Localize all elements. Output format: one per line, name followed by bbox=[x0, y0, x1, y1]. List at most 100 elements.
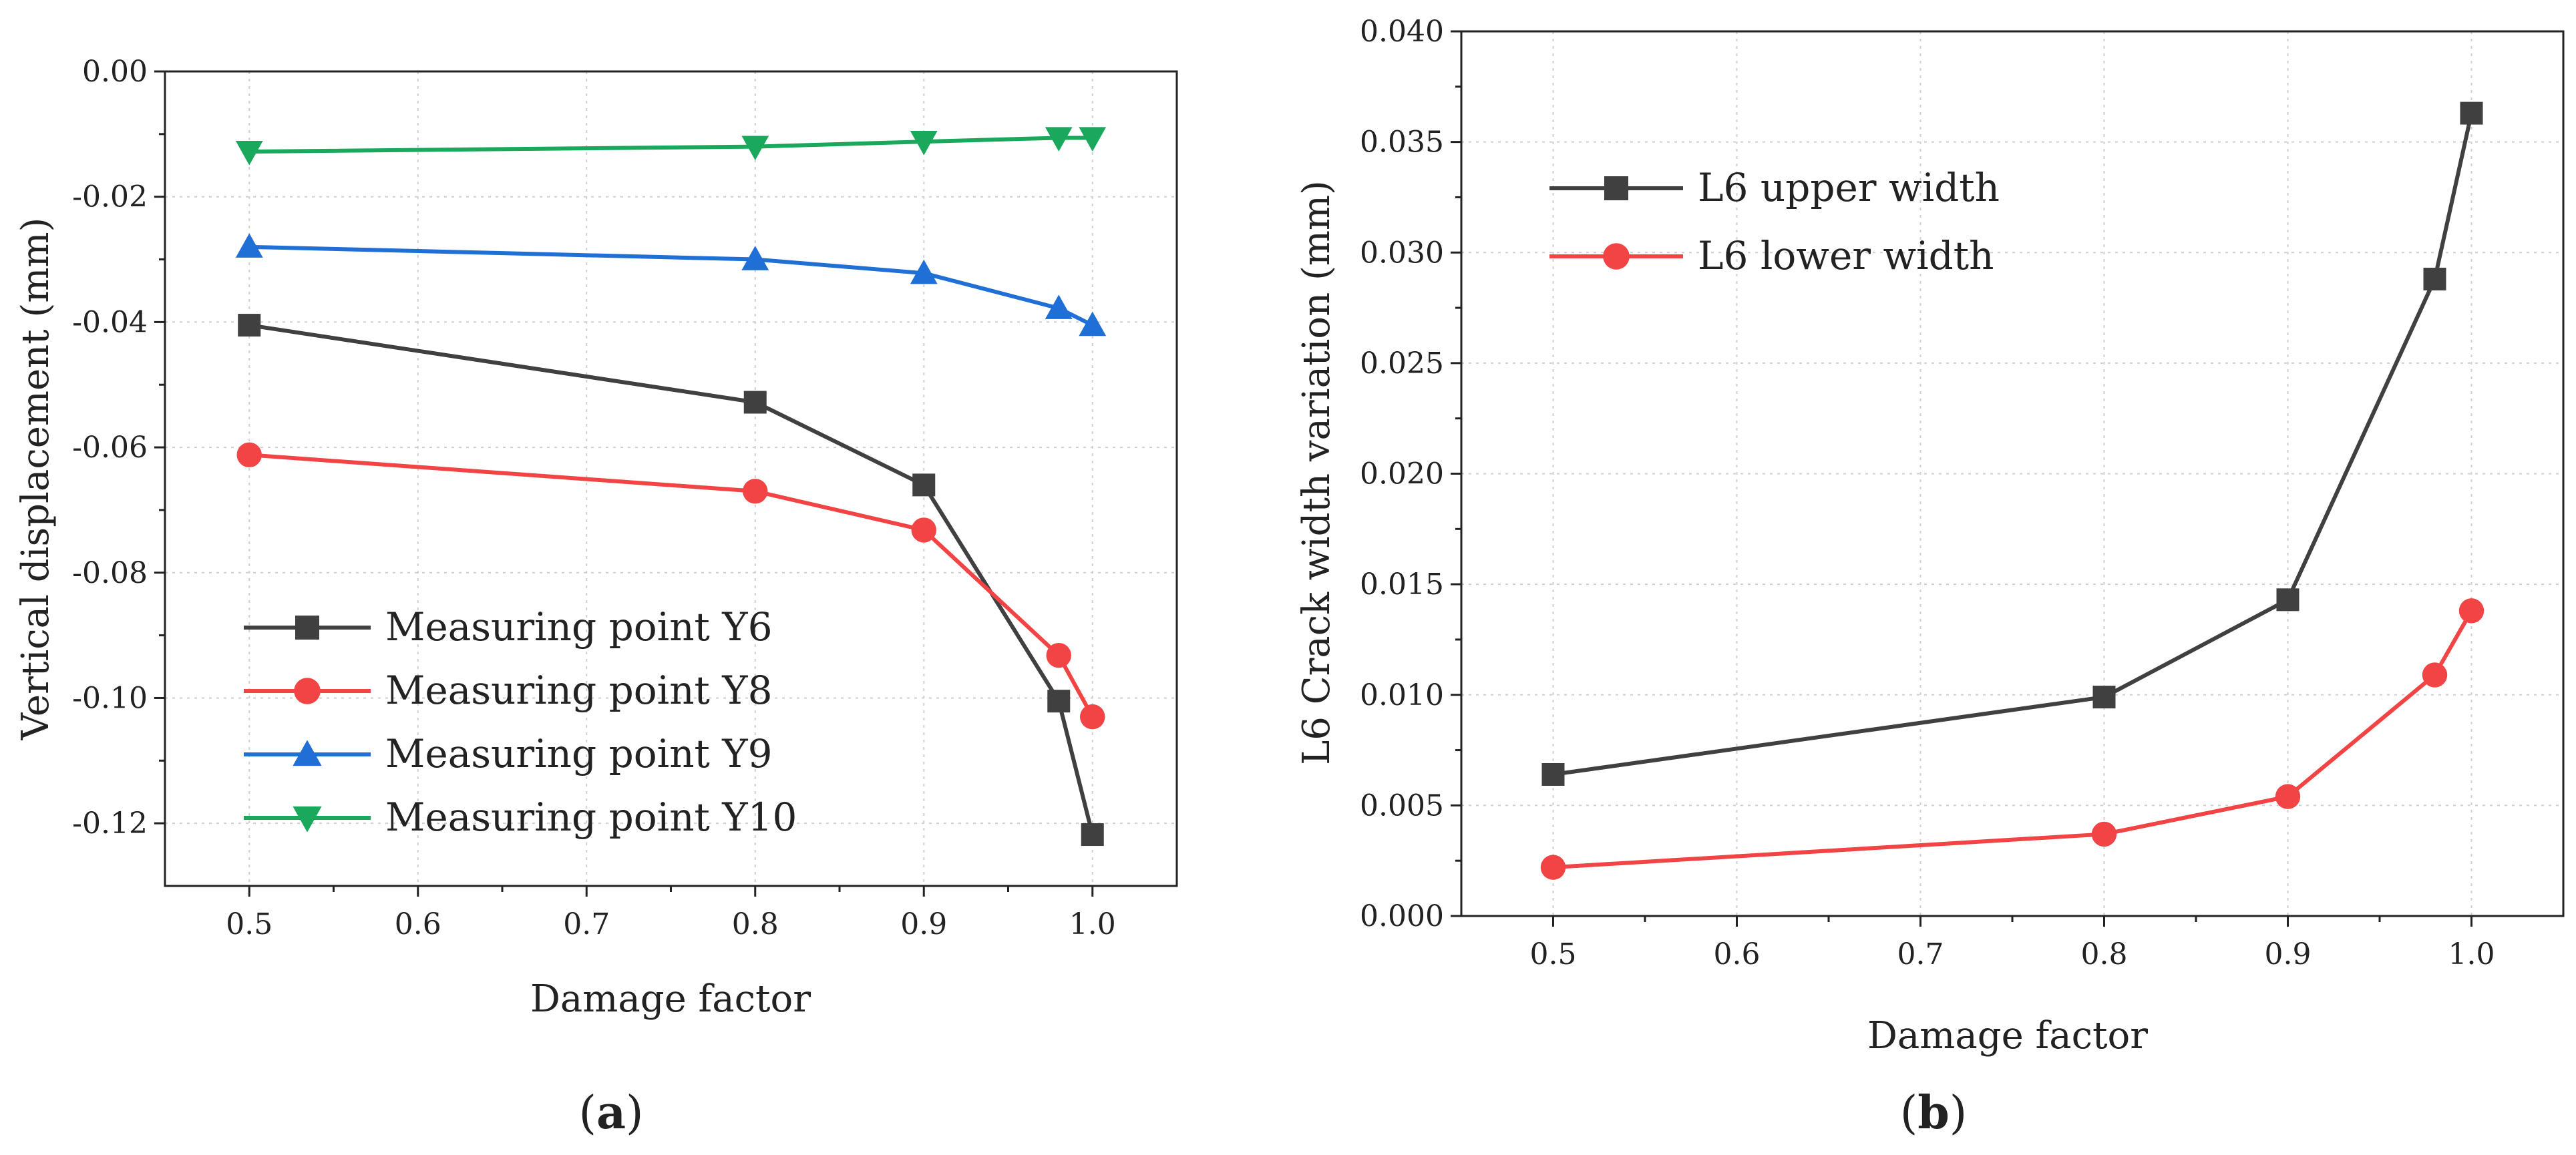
legend-marker bbox=[294, 678, 321, 704]
y-tick-label: 0.030 bbox=[1360, 236, 1444, 270]
series-3 bbox=[235, 233, 1107, 336]
x-tick-label: 0.7 bbox=[1897, 937, 1944, 971]
data-point bbox=[911, 517, 936, 543]
y-tick-label: 0.025 bbox=[1360, 346, 1444, 381]
legend-item-upper: L6 upper width bbox=[1549, 165, 2000, 210]
data-point bbox=[741, 246, 769, 270]
legend-marker bbox=[293, 740, 322, 766]
data-point bbox=[235, 140, 263, 166]
series-2 bbox=[236, 442, 1105, 730]
data-point bbox=[235, 233, 263, 258]
data-point bbox=[1079, 311, 1107, 336]
caption-open-paren: ( bbox=[1900, 1087, 1918, 1140]
legend-marker bbox=[295, 616, 319, 640]
y-tick-label: -0.12 bbox=[72, 806, 148, 841]
data-point bbox=[743, 479, 768, 504]
x-tick-label: 0.6 bbox=[1714, 937, 1761, 971]
series-layer-a bbox=[235, 127, 1107, 847]
x-tick-label: 0.8 bbox=[2081, 937, 2128, 971]
y-tick-label: 0.035 bbox=[1360, 126, 1444, 160]
series-line bbox=[249, 136, 1093, 154]
series-4 bbox=[235, 127, 1107, 166]
data-point bbox=[1541, 763, 1565, 786]
data-point bbox=[236, 442, 262, 468]
legend-marker bbox=[1603, 243, 1630, 270]
caption-letter-a: a bbox=[596, 1086, 626, 1140]
series-layer-b bbox=[1540, 101, 2485, 880]
data-point bbox=[238, 314, 261, 337]
x-tick-label: 0.5 bbox=[1530, 937, 1577, 971]
caption-open-paren: ( bbox=[578, 1087, 596, 1140]
legend-label-y9: Measuring point Y9 bbox=[385, 731, 773, 776]
y-tick-label: 0.005 bbox=[1360, 788, 1444, 823]
legend-label-y10: Measuring point Y10 bbox=[385, 794, 797, 840]
y-axis-label-a: Vertical displacement (mm) bbox=[14, 218, 57, 741]
x-tick-label: 0.7 bbox=[563, 907, 610, 941]
data-point bbox=[2091, 821, 2117, 847]
x-axis-label-b: Damage factor bbox=[1867, 1014, 2148, 1058]
series-line bbox=[1553, 112, 2474, 776]
data-point bbox=[1079, 127, 1107, 152]
x-tick-labels-a: 0.5 0.6 0.7 0.8 0.9 1.0 bbox=[226, 907, 1115, 941]
legend-a: Measuring point Y6 Measuring point Y8 Me… bbox=[244, 604, 797, 840]
y-tick-label: -0.08 bbox=[72, 556, 148, 590]
x-tick-label: 0.9 bbox=[900, 907, 947, 941]
panel-caption-a: (a) bbox=[578, 1086, 643, 1140]
legend-label-y6: Measuring point Y6 bbox=[385, 604, 773, 650]
ticks-a bbox=[154, 70, 1094, 897]
data-point bbox=[1047, 690, 1071, 713]
legend-label-lower: L6 lower width bbox=[1698, 233, 1994, 278]
legend-item-y10: Measuring point Y10 bbox=[244, 794, 797, 840]
caption-close-paren: ) bbox=[1950, 1087, 1968, 1140]
series-line bbox=[249, 244, 1094, 327]
x-tick-label: 0.8 bbox=[732, 907, 779, 941]
data-point bbox=[2422, 662, 2448, 688]
x-tick-labels-b: 0.5 0.6 0.7 0.8 0.9 1.0 bbox=[1530, 937, 2495, 971]
data-point bbox=[1081, 823, 1104, 847]
data-point bbox=[910, 259, 938, 284]
legend-item-y6: Measuring point Y6 bbox=[244, 604, 773, 650]
panel-caption-b: (b) bbox=[1900, 1086, 1968, 1140]
legend-item-y9: Measuring point Y9 bbox=[244, 731, 773, 776]
data-point bbox=[910, 130, 938, 156]
legend-marker bbox=[293, 806, 322, 833]
data-point bbox=[743, 391, 767, 414]
series-1 bbox=[1541, 101, 2483, 786]
data-point bbox=[741, 136, 769, 161]
legend-b: L6 upper width L6 lower width bbox=[1549, 165, 2000, 278]
data-point bbox=[1046, 642, 1071, 668]
caption-close-paren: ) bbox=[626, 1087, 644, 1140]
data-point bbox=[2275, 784, 2301, 809]
legend-item-y8: Measuring point Y8 bbox=[244, 668, 773, 713]
y-tick-label: -0.04 bbox=[72, 305, 148, 339]
data-point bbox=[2460, 101, 2483, 125]
y-tick-label: 0.040 bbox=[1360, 15, 1444, 49]
panel-a: 0.5 0.6 0.7 0.8 0.9 1.0 0.00 -0.02 -0.04… bbox=[14, 55, 1178, 1140]
data-point bbox=[2276, 588, 2299, 612]
y-tick-labels-b: 0.000 0.005 0.010 0.015 0.020 0.025 0.03… bbox=[1360, 15, 1444, 933]
ticks-b bbox=[1451, 30, 2472, 927]
data-point bbox=[912, 473, 936, 497]
y-tick-label: 0.010 bbox=[1360, 678, 1444, 712]
data-point bbox=[1045, 127, 1073, 152]
y-tick-label: -0.02 bbox=[72, 180, 148, 214]
y-tick-label: 0.00 bbox=[82, 55, 148, 89]
grid-b bbox=[1461, 31, 2563, 917]
legend-item-lower: L6 lower width bbox=[1549, 233, 1994, 278]
series-line bbox=[1553, 610, 2474, 870]
caption-letter-b: b bbox=[1917, 1086, 1950, 1140]
series-1 bbox=[238, 314, 1104, 847]
y-tick-label: 0.020 bbox=[1360, 457, 1444, 491]
y-tick-label: 0.000 bbox=[1360, 899, 1444, 933]
x-tick-label: 1.0 bbox=[1069, 907, 1116, 941]
data-point bbox=[1080, 704, 1105, 730]
legend-label-upper: L6 upper width bbox=[1698, 165, 2000, 210]
data-point bbox=[2423, 268, 2446, 290]
x-axis-label-a: Damage factor bbox=[530, 977, 811, 1021]
x-tick-label: 0.9 bbox=[2265, 937, 2312, 971]
data-point bbox=[1045, 294, 1073, 319]
legend-marker bbox=[1604, 176, 1628, 200]
x-tick-label: 1.0 bbox=[2448, 937, 2495, 971]
data-point bbox=[1540, 855, 1566, 880]
